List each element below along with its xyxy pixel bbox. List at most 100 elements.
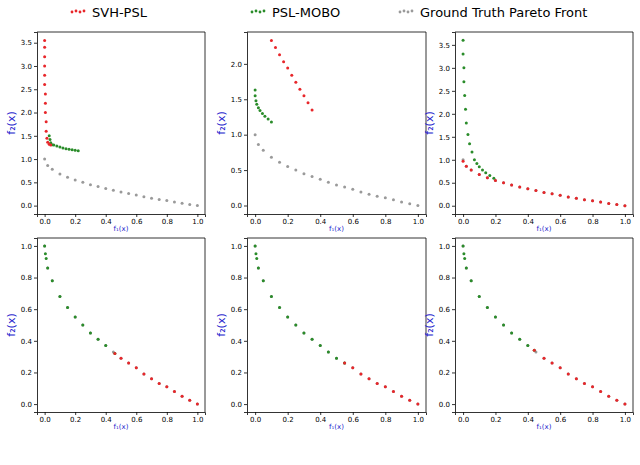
point (502, 181, 505, 184)
tick: 1.0 (231, 131, 247, 139)
y-axis: 0.00.20.40.60.81.0 (231, 239, 248, 413)
legend-marker (71, 11, 74, 14)
point (262, 279, 265, 282)
tick-mark (528, 412, 529, 415)
point (43, 39, 46, 42)
point (74, 149, 77, 152)
series (462, 158, 627, 207)
legend-marker (83, 10, 86, 13)
tick: 1.5 (21, 133, 37, 141)
tick-label: 3.5 (21, 39, 32, 47)
tick: 0.2 (490, 214, 501, 226)
point (567, 195, 570, 198)
point (416, 403, 419, 406)
subplot: 0.00.20.40.60.81.00.00.51.01.52.0f₁(x)f₂… (215, 32, 427, 233)
point (46, 164, 49, 167)
tick-mark (167, 412, 168, 415)
point (259, 109, 262, 112)
tick: 0.2 (231, 369, 247, 377)
tick-label: 0.4 (439, 338, 451, 346)
point (392, 390, 395, 393)
tick-mark (34, 309, 37, 310)
point (575, 197, 578, 200)
tick: 0.0 (439, 202, 455, 210)
point (113, 352, 116, 355)
tick-mark (353, 214, 354, 217)
tick-label: 2.0 (439, 111, 450, 119)
point (44, 111, 47, 114)
point (254, 133, 257, 136)
point (359, 373, 362, 376)
tick-mark (452, 309, 455, 310)
point (486, 176, 489, 179)
tick-label: 0.0 (40, 416, 51, 424)
point (623, 403, 626, 406)
point (127, 361, 130, 364)
tick-label: 1.0 (231, 131, 242, 139)
point (294, 169, 297, 172)
tick: 0.8 (439, 274, 455, 282)
point (575, 377, 578, 380)
point (257, 143, 260, 146)
point (319, 178, 322, 181)
point (286, 316, 289, 319)
point (135, 366, 138, 369)
tick-mark (136, 214, 137, 217)
point (470, 150, 473, 153)
point (607, 395, 610, 398)
series (270, 39, 314, 111)
point (188, 399, 191, 402)
tick-label: 0.4 (523, 218, 535, 226)
tick: 0.5 (231, 167, 247, 175)
tick-mark (34, 159, 37, 160)
tick-mark (244, 170, 247, 171)
point (270, 295, 273, 298)
tick-mark (625, 214, 626, 217)
point (478, 295, 481, 298)
tick-label: 0.0 (231, 202, 242, 210)
point (384, 385, 387, 388)
tick-label: 0.2 (283, 218, 294, 226)
tick-label: 1.0 (413, 218, 424, 226)
point (65, 147, 68, 150)
series (254, 133, 420, 207)
tick-label: 0.0 (250, 416, 261, 424)
point (510, 184, 513, 187)
series (254, 244, 420, 405)
tick-mark (197, 214, 198, 217)
tick-label: 0.8 (231, 274, 242, 282)
point (351, 366, 354, 369)
tick-mark (34, 404, 37, 405)
tick-label: 0.2 (283, 416, 294, 424)
point (615, 203, 618, 206)
axis-line (244, 239, 248, 413)
point (615, 399, 618, 402)
frame (633, 32, 634, 214)
y-axis: 0.00.51.01.52.0 (231, 33, 248, 215)
tick-mark (34, 66, 37, 67)
background (0, 0, 640, 465)
point (173, 200, 176, 203)
tick: 1.0 (439, 157, 455, 165)
point (343, 186, 346, 189)
point (494, 316, 497, 319)
point (376, 382, 379, 385)
point (623, 204, 626, 207)
tick-mark (320, 412, 321, 415)
tick-label: 0.2 (70, 218, 81, 226)
tick-label: 0.2 (439, 369, 450, 377)
point (290, 74, 293, 77)
point (257, 106, 260, 109)
tick: 2.0 (439, 111, 455, 119)
tick-mark (244, 278, 247, 279)
point (58, 145, 61, 148)
series (43, 244, 116, 355)
point (591, 385, 594, 388)
tick-mark (34, 372, 37, 373)
point (518, 338, 521, 341)
tick-label: 0.6 (348, 218, 360, 226)
point (254, 99, 257, 102)
point (89, 183, 92, 186)
point (120, 191, 123, 194)
tick: 3.5 (439, 42, 455, 50)
